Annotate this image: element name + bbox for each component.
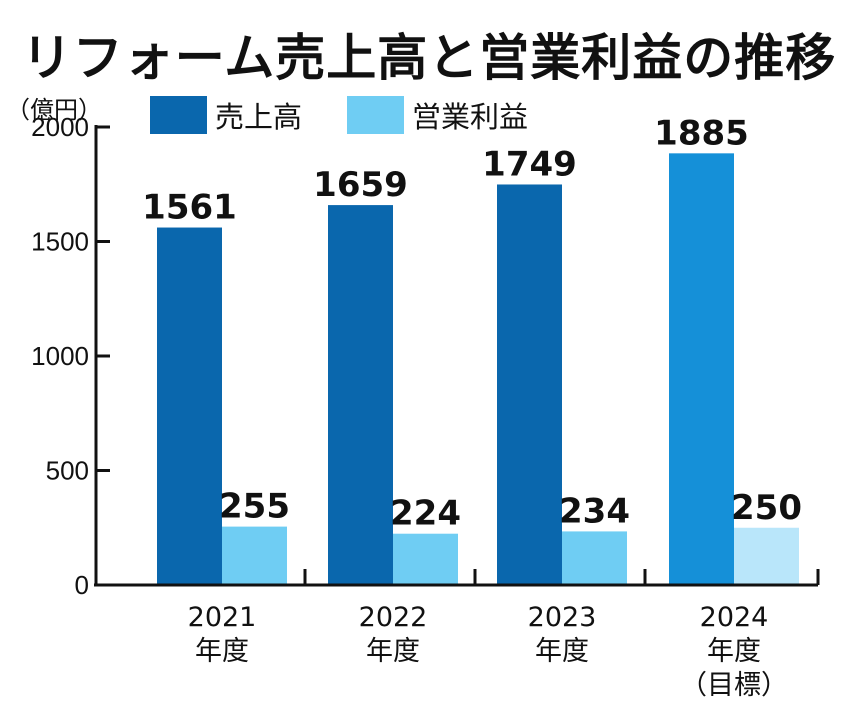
bar-sales — [669, 153, 734, 585]
legend-label-sales: 売上高 — [215, 100, 303, 134]
x-tick-label: 2022 — [359, 602, 428, 633]
bar-profit — [393, 533, 458, 585]
bar-profit — [734, 527, 799, 585]
value-label-sales: 1749 — [482, 144, 577, 184]
x-tick-label: （目標） — [680, 670, 788, 701]
x-tick-label: 2023 — [528, 602, 597, 633]
value-label-profit: 255 — [219, 487, 290, 527]
y-tick-label: 2000 — [31, 112, 89, 142]
y-tick-label: 0 — [75, 570, 89, 600]
legend-swatch-sales — [150, 96, 207, 134]
legend-item-sales: 売上高 — [150, 96, 302, 134]
x-tick-label: 年度 — [535, 636, 589, 667]
x-tick-label: 2021 — [188, 602, 257, 633]
legend-item-profit: 営業利益 — [347, 96, 528, 134]
bar-profit — [562, 531, 627, 585]
bar-sales — [497, 184, 562, 585]
chart-title: リフォーム売上高と営業利益の推移 — [21, 29, 837, 87]
y-axis-unit: （億円） — [6, 96, 102, 124]
bar-profit — [222, 526, 287, 585]
legend-label-profit: 営業利益 — [412, 100, 529, 134]
legend-swatch-profit — [347, 96, 404, 134]
value-label-profit: 224 — [390, 494, 461, 534]
value-label-sales: 1561 — [142, 188, 237, 228]
x-tick-label: 年度 — [707, 636, 761, 667]
x-tick-label: 年度 — [366, 636, 420, 667]
x-tick-label: 年度 — [195, 636, 249, 667]
value-label-sales: 1885 — [654, 113, 749, 153]
y-tick-label: 1000 — [31, 341, 89, 371]
y-tick-label: 1500 — [31, 227, 89, 257]
bar-sales — [328, 205, 393, 586]
value-label-profit: 250 — [731, 488, 802, 528]
value-label-sales: 1659 — [313, 165, 408, 205]
x-tick-label: 2024 — [700, 602, 769, 633]
value-label-profit: 234 — [559, 491, 630, 531]
bar-sales — [157, 227, 222, 585]
y-tick-label: 500 — [46, 456, 89, 486]
